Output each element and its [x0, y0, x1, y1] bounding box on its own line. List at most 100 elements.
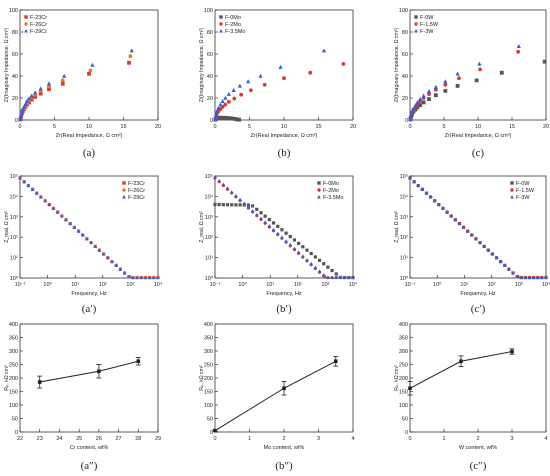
- data-point: [282, 386, 286, 391]
- data-point: [321, 273, 326, 277]
- x-tick-label: 10⁴: [154, 281, 163, 288]
- data-point: [519, 275, 524, 280]
- y-tick-label: 150: [399, 390, 408, 396]
- data-point: [33, 90, 38, 95]
- x-tick-label: 10³: [515, 282, 523, 288]
- panel-caption: (c′): [471, 303, 486, 315]
- data-point: [213, 202, 217, 207]
- data-point: [51, 206, 56, 210]
- data-point: [416, 183, 421, 188]
- legend-marker: [122, 188, 126, 192]
- data-point: [455, 71, 460, 76]
- y-tick-label: 10²: [10, 235, 18, 241]
- x-axis-label: Zr(Real Impedance, Ω cm²): [56, 133, 123, 139]
- x-tick-label: 29: [155, 436, 161, 442]
- x-tick-label: 0: [213, 436, 216, 442]
- data-point: [19, 111, 24, 116]
- x-tick-label: 26: [96, 436, 102, 442]
- series-line: [214, 360, 336, 432]
- data-point: [292, 238, 297, 242]
- data-point: [288, 234, 292, 239]
- data-point: [461, 225, 466, 229]
- data-series: [18, 48, 134, 121]
- x-tick-label: 4: [351, 436, 354, 442]
- data-point: [129, 48, 134, 53]
- y-tick-label: 20: [207, 96, 213, 102]
- data-point: [55, 210, 60, 214]
- data-point: [535, 275, 540, 280]
- x-tick-label: 23: [37, 436, 43, 442]
- x-tick-label: 15: [120, 124, 126, 130]
- data-point: [516, 49, 521, 54]
- data-point: [221, 182, 226, 186]
- data-point: [326, 275, 330, 280]
- y-tick-label: 100: [204, 403, 213, 409]
- data-point: [503, 263, 507, 267]
- data-point: [22, 104, 27, 109]
- data-point: [246, 79, 251, 84]
- data-point: [326, 265, 330, 269]
- data-point: [276, 224, 280, 228]
- data-point: [267, 217, 271, 222]
- data-point: [330, 268, 334, 273]
- data-point: [544, 275, 548, 280]
- plot-frame: [19, 323, 159, 433]
- data-point: [338, 275, 343, 280]
- chart-panel: 0 5 10 15 20 0 20 40 60 80 100 Zr(Real Impedance, Ω…: [199, 8, 356, 159]
- data-point: [23, 101, 28, 106]
- data-point: [76, 229, 81, 233]
- x-axis-label: Frequency, Hz: [266, 291, 302, 297]
- data-point: [213, 114, 218, 119]
- x-tick-label: 1: [248, 436, 251, 442]
- data-point: [433, 87, 438, 92]
- data-point: [408, 114, 413, 119]
- chart-panel: 0 1 2 3 4 0 50 100 150 200 250 300 350 400 Mo content,…: [199, 322, 355, 472]
- x-axis-label: Zr(Real Impedance, Ω cm²): [251, 133, 318, 139]
- data-point: [309, 261, 313, 266]
- data-point: [284, 239, 288, 243]
- x-tick-label: 10²: [99, 282, 107, 288]
- legend-marker: [414, 22, 418, 26]
- data-point: [217, 178, 221, 183]
- data-point: [259, 211, 263, 215]
- legend-marker: [317, 181, 321, 185]
- x-tick-label: 10⁴: [349, 281, 358, 288]
- x-tick-label: 1: [442, 436, 445, 442]
- y-tick-label: 200: [204, 376, 213, 382]
- data-point: [474, 78, 479, 83]
- data-point: [246, 205, 251, 209]
- data-point: [255, 207, 259, 211]
- data-point: [418, 103, 423, 108]
- plot-frame: [409, 175, 547, 279]
- legend-label: F-23Cr: [30, 15, 47, 21]
- data-point: [437, 202, 441, 207]
- chart-panel: 0 5 10 15 20 0 20 40 60 80 100 Zr(Real Impedance, Ω…: [394, 8, 549, 159]
- y-tick-label: 250: [399, 363, 408, 369]
- panel-caption: (b′): [276, 303, 292, 315]
- data-point: [214, 108, 220, 113]
- data-point: [263, 214, 267, 218]
- data-point: [234, 203, 238, 207]
- x-tick-label: 24: [56, 436, 62, 442]
- x-tick-label: 5: [442, 124, 445, 130]
- data-point: [334, 275, 339, 280]
- data-point: [262, 82, 267, 87]
- x-tick-label: 10: [86, 124, 92, 130]
- y-tick-label: 150: [9, 390, 18, 396]
- x-tick-label: 15: [315, 124, 321, 130]
- data-point: [128, 54, 133, 59]
- legend-marker: [317, 188, 321, 192]
- y-axis-label: Z_real, Ω cm²: [4, 211, 10, 243]
- data-point: [531, 275, 536, 280]
- data-series: [212, 355, 339, 433]
- x-tick-label: 10¹: [460, 282, 468, 288]
- x-tick-label: 10³: [126, 282, 134, 288]
- y-tick-label: 10⁴: [400, 193, 409, 200]
- legend: F-0WF-1.5WF-3W: [510, 181, 535, 201]
- data-point: [441, 206, 445, 210]
- data-point: [263, 220, 267, 224]
- data-point: [248, 88, 253, 93]
- data-point: [221, 203, 225, 207]
